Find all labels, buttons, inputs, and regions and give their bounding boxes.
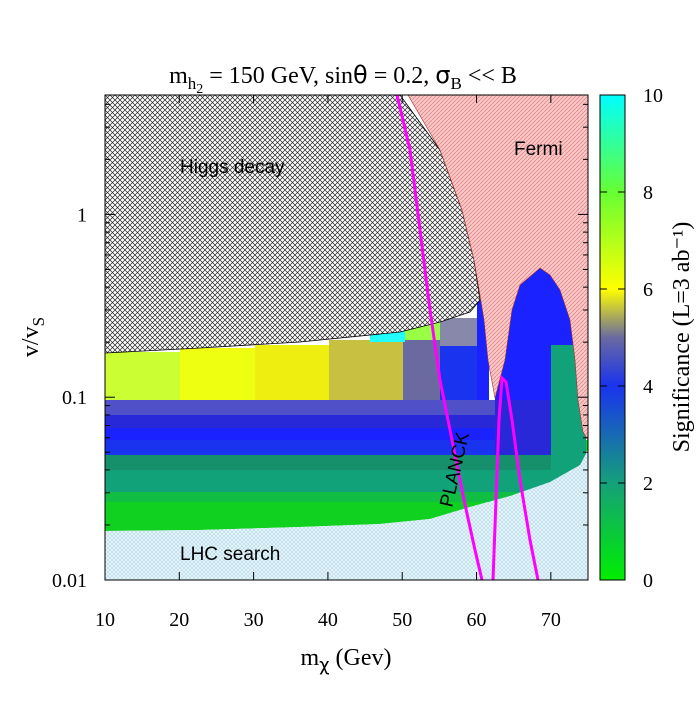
colorbar-tick-label: 0 bbox=[643, 570, 653, 592]
title-part: = 0.2, bbox=[368, 63, 436, 89]
x-tick-label: 30 bbox=[244, 609, 264, 631]
colorbar-axis: 0 2 4 6 8 10 bbox=[600, 85, 663, 592]
heatmap-cell bbox=[255, 345, 329, 400]
chart-title: mh2 = 150 GeV, sinθ = 0.2, σB << B bbox=[169, 61, 517, 97]
higgs-decay-region bbox=[105, 95, 481, 354]
lhc-search-label: LHC search bbox=[180, 544, 280, 565]
x-tick-label: 10 bbox=[95, 609, 115, 631]
y-tick-label: 0.1 bbox=[62, 387, 87, 409]
y-tick-label: 1 bbox=[77, 204, 87, 226]
heatmap-purple-band bbox=[105, 400, 585, 415]
y-axis: 0.01 0.1 1 bbox=[52, 103, 588, 592]
heatmap-cell bbox=[329, 340, 403, 400]
x-tick-label: 70 bbox=[541, 609, 561, 631]
y-axis-title: v/vS bbox=[18, 317, 48, 357]
colorbar-tick-label: 6 bbox=[643, 279, 653, 301]
heatmap-teal-band bbox=[105, 470, 585, 492]
colorbar bbox=[599, 94, 626, 581]
x-axis-title: mχ (Gev) bbox=[300, 645, 391, 676]
heatmap-cells bbox=[105, 268, 588, 531]
title-part: σ bbox=[435, 61, 450, 89]
heatmap-cell bbox=[105, 352, 180, 400]
title-part: h bbox=[188, 74, 197, 93]
planck-curve bbox=[395, 95, 484, 580]
colorbar-tick-label: 2 bbox=[643, 473, 653, 495]
x-tick-label: 50 bbox=[392, 609, 412, 631]
title-part: θ bbox=[353, 61, 368, 89]
y-tick-label: 0.01 bbox=[52, 570, 87, 592]
plot-area bbox=[105, 95, 588, 580]
heatmap-teal-band-2 bbox=[105, 455, 585, 470]
heatmap-cell bbox=[495, 400, 551, 455]
title-part: 2 bbox=[196, 82, 203, 97]
title-part: = 150 GeV, sin bbox=[203, 63, 353, 89]
x-tick-label: 40 bbox=[318, 609, 338, 631]
colorbar-tick-label: 8 bbox=[643, 182, 653, 204]
heatmap-blue-band-3 bbox=[105, 415, 585, 428]
x-tick-label: 60 bbox=[467, 609, 487, 631]
heatmap-blue-band-1 bbox=[105, 440, 585, 455]
colorbar-title: Significance (L=3 ab⁻¹) bbox=[669, 222, 695, 453]
title-part: m bbox=[169, 63, 188, 89]
heatmap-cell bbox=[440, 318, 477, 346]
heatmap-cell bbox=[403, 340, 440, 400]
colorbar-tick-label: 4 bbox=[643, 376, 653, 398]
title-part: << B bbox=[462, 63, 517, 89]
planck-curve-right bbox=[491, 374, 540, 580]
colorbar-tick-label: 10 bbox=[643, 85, 663, 107]
x-axis: 10 20 30 40 50 60 70 bbox=[95, 95, 561, 631]
heatmap-cell bbox=[180, 348, 255, 400]
plot-frame bbox=[104, 94, 589, 581]
fermi-region bbox=[407, 95, 588, 441]
fermi-label: Fermi bbox=[514, 139, 563, 160]
title-part: B bbox=[450, 74, 461, 93]
x-tick-label: 20 bbox=[169, 609, 189, 631]
heatmap-blue-band-2 bbox=[105, 428, 585, 440]
heatmap-teal-band-lower bbox=[105, 492, 545, 502]
higgs-decay-label: Higgs decay bbox=[180, 157, 285, 178]
lhc-search-region bbox=[105, 450, 588, 580]
